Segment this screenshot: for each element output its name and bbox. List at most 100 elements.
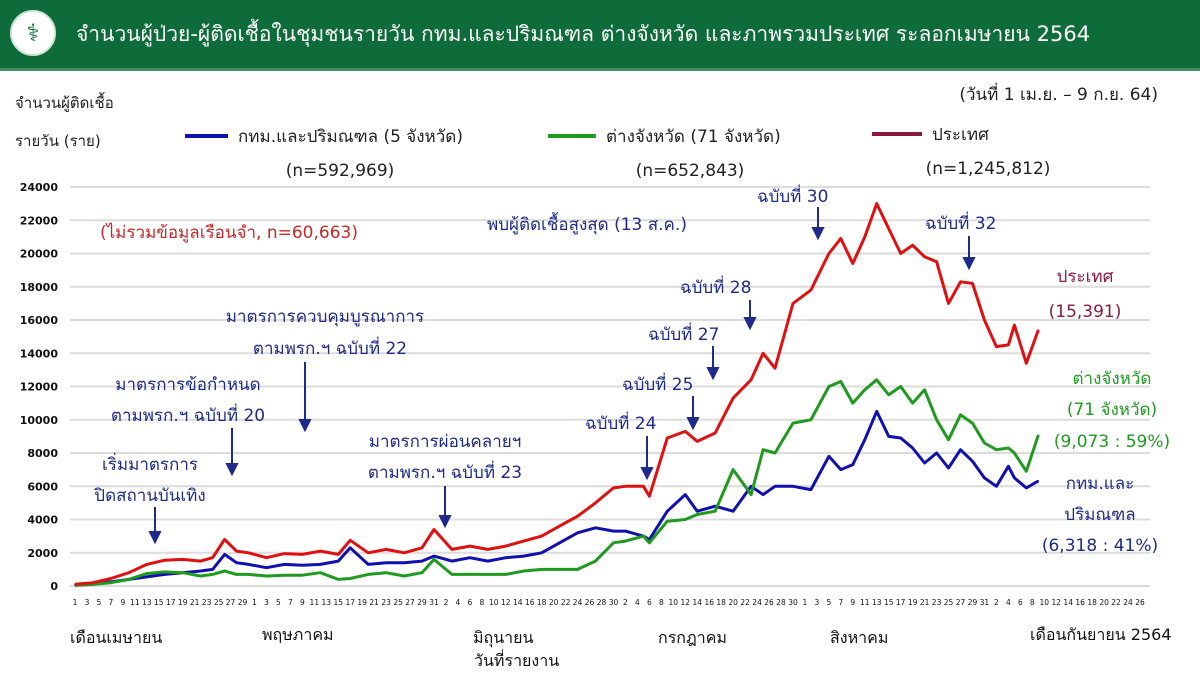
data-point bbox=[469, 545, 471, 547]
x-tick-label: 17 bbox=[896, 598, 906, 607]
x-tick-label: 12 bbox=[681, 598, 691, 607]
data-point bbox=[612, 530, 615, 532]
arrow-icons bbox=[148, 207, 976, 545]
x-tick-label: 21 bbox=[369, 598, 379, 607]
month-june: มิถุนายน bbox=[473, 628, 534, 648]
legend-label-provinces: ต่างจังหวัด (71 จังหวัด) bbox=[606, 127, 781, 147]
data-point bbox=[421, 571, 423, 574]
data-point bbox=[971, 422, 974, 424]
data-point bbox=[199, 560, 202, 562]
data-point bbox=[247, 563, 250, 566]
x-tick-label: 27 bbox=[226, 598, 236, 607]
end-label-bkk-2: ปริมณฑล bbox=[1064, 505, 1135, 525]
data-point bbox=[762, 352, 764, 355]
x-tick-label: 10 bbox=[1039, 598, 1049, 607]
data-point bbox=[899, 437, 902, 439]
data-point bbox=[110, 577, 112, 580]
x-tick-label: 10 bbox=[669, 598, 679, 607]
data-point bbox=[163, 573, 166, 576]
page-title: จำนวนผู้ป่วย-ผู้ติดเชื้อในชุมชนรายวัน กท… bbox=[76, 22, 1091, 46]
data-point bbox=[666, 437, 669, 439]
x-tick-label: 15 bbox=[884, 598, 894, 607]
y-tick-label: 8000 bbox=[27, 447, 58, 460]
data-point bbox=[732, 510, 734, 512]
data-point bbox=[199, 575, 202, 577]
data-point bbox=[349, 577, 352, 580]
data-point bbox=[666, 510, 669, 512]
entertainment-line2: ปิดสถานบันเทิง bbox=[93, 486, 205, 506]
data-point bbox=[337, 578, 340, 581]
data-point bbox=[624, 540, 627, 542]
x-tick-label: 28 bbox=[776, 598, 786, 607]
data-point bbox=[840, 468, 842, 471]
data-point bbox=[181, 571, 184, 574]
x-tick-label: 2 bbox=[623, 598, 628, 607]
data-point bbox=[74, 583, 76, 586]
data-point bbox=[947, 467, 950, 469]
data-point bbox=[792, 422, 794, 424]
data-point bbox=[522, 555, 525, 557]
data-point bbox=[1037, 480, 1040, 482]
legend: กทม.และปริมณฑล (5 จังหวัด) (n=592,969) ต… bbox=[185, 125, 1050, 181]
end-value-provinces: (9,073 : 59%) bbox=[1054, 432, 1170, 452]
data-point bbox=[223, 570, 226, 572]
data-point bbox=[792, 302, 794, 305]
end-value-national: (15,391) bbox=[1049, 302, 1122, 322]
x-tick-label: 18 bbox=[1087, 598, 1097, 607]
data-point bbox=[451, 548, 453, 551]
x-tick-label: 23 bbox=[932, 598, 942, 607]
edict-30: ฉบับที่ 30 bbox=[757, 184, 828, 207]
data-point bbox=[923, 462, 926, 464]
x-tick-label: 13 bbox=[872, 598, 882, 607]
data-point bbox=[367, 551, 369, 554]
data-point bbox=[163, 559, 166, 562]
data-point bbox=[235, 561, 238, 564]
data-point bbox=[875, 410, 878, 413]
data-point bbox=[642, 485, 645, 488]
x-tick-label: 31 bbox=[980, 598, 990, 607]
measure-22-line2: ตามพรก.ฯ ฉบับที่ 22 bbox=[253, 336, 407, 359]
data-point bbox=[163, 571, 166, 573]
data-point bbox=[558, 525, 561, 527]
data-point bbox=[1013, 477, 1016, 479]
data-point bbox=[211, 573, 214, 576]
data-point bbox=[283, 552, 286, 555]
data-point bbox=[983, 477, 986, 479]
y-tick-label: 4000 bbox=[27, 514, 58, 527]
peak-note: พบผู้ติดเชื้อสูงสุด (13 ส.ค.) bbox=[487, 212, 687, 235]
data-point bbox=[337, 553, 340, 556]
data-point bbox=[1037, 329, 1040, 331]
data-point bbox=[684, 493, 687, 496]
data-point bbox=[684, 430, 687, 433]
x-tick-label: 6 bbox=[1018, 598, 1023, 607]
y-tick-label: 14000 bbox=[20, 347, 59, 360]
data-point bbox=[923, 256, 926, 258]
x-tick-label: 24 bbox=[573, 598, 583, 607]
data-point bbox=[762, 493, 764, 496]
edict-27: ฉบับที่ 27 bbox=[648, 322, 719, 345]
data-point bbox=[1013, 324, 1016, 326]
data-point bbox=[875, 202, 878, 205]
measure-20-line2: ตามพรก.ฯ ฉบับที่ 20 bbox=[111, 403, 265, 426]
x-tick-label: 25 bbox=[214, 598, 224, 607]
data-point bbox=[1025, 362, 1028, 365]
x-tick-label: 16 bbox=[1075, 598, 1085, 607]
x-tick-label: 7 bbox=[288, 598, 293, 607]
data-point bbox=[612, 541, 615, 544]
data-point bbox=[92, 581, 94, 584]
data-point bbox=[451, 560, 453, 562]
data-point bbox=[911, 447, 914, 449]
data-point bbox=[558, 541, 561, 544]
data-point bbox=[487, 548, 489, 551]
end-label-national: ประเทศ bbox=[1057, 267, 1114, 287]
data-point bbox=[283, 574, 286, 576]
data-point bbox=[594, 560, 597, 562]
data-point bbox=[594, 527, 597, 529]
x-tick-label: 8 bbox=[1030, 598, 1035, 607]
x-tick-label: 28 bbox=[597, 598, 607, 607]
x-tick-label: 16 bbox=[704, 598, 714, 607]
data-point bbox=[828, 385, 830, 388]
data-point bbox=[887, 394, 890, 396]
data-point bbox=[487, 560, 489, 562]
data-point bbox=[899, 385, 902, 388]
